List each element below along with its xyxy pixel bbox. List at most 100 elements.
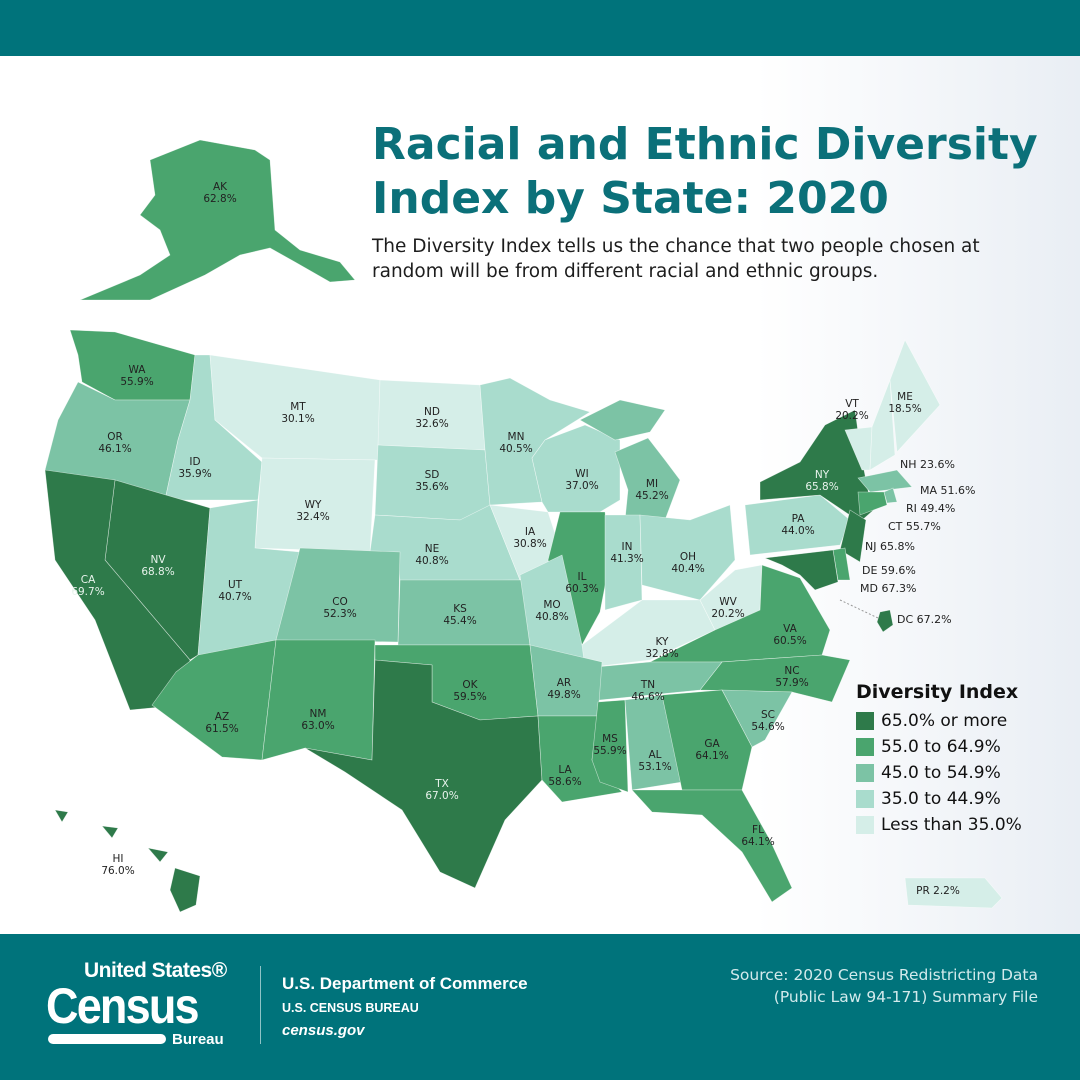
state-label: NM 63.0% [301,708,334,732]
state-label: NH 23.6% [900,458,955,471]
state-labels: AK 62.8% WA 55.9% OR 46.1% ID 35.9% MT 30.1% … [71,181,975,897]
legend-label: Less than 35.0% [881,815,1022,835]
state-label: OH 40.4% [671,551,704,575]
state-label: MD 67.3% [860,582,916,595]
state-label: MO 40.8% [535,599,568,623]
state-label: DE 59.6% [862,564,916,577]
state-pr [904,877,1003,909]
state-oh [639,504,736,601]
legend-swatch [856,738,874,756]
department-info: U.S. Department of Commerce U.S. CENSUS … [282,974,528,1040]
state-label: UT 40.7% [218,579,251,603]
legend-swatch [856,790,874,808]
state-label: ME 18.5% [888,391,921,415]
state-label: MT 30.1% [281,401,314,425]
state-label: WY 32.4% [296,499,329,523]
state-label: GA 64.1% [695,738,728,762]
state-ga [661,689,753,791]
legend-swatch [856,816,874,834]
state-nj [839,509,867,563]
source-note: Source: 2020 Census Redistricting Data (… [730,964,1038,1008]
bureau-name: U.S. CENSUS BUREAU [282,1001,419,1015]
state-label: AZ 61.5% [205,711,238,735]
state-label: NY 65.8% [805,469,838,493]
source-line-1: Source: 2020 Census Redistricting Data [730,966,1038,984]
state-dc [876,609,894,633]
dc-leader-line [839,599,879,619]
department-name: U.S. Department of Commerce [282,974,528,993]
state-label: OK 59.5% [453,679,486,703]
legend-item: 55.0 to 64.9% [856,734,1022,760]
state-label: HI 76.0% [101,853,134,877]
state-nm [261,639,376,761]
state-label: TX 67.0% [425,778,458,802]
logo-text-bureau: Bureau [172,1031,224,1048]
title-line-2: Index by State: 2020 [372,173,889,224]
state-label: CA 69.7% [71,574,104,598]
legend-swatch [856,764,874,782]
state-label: AL 53.1% [638,749,671,773]
state-label: IA 30.8% [513,526,546,550]
state-label: CO 52.3% [323,596,356,620]
state-label: PA 44.0% [781,513,814,537]
state-label: NE 40.8% [415,543,448,567]
state-label: SC 54.6% [751,709,784,733]
state-mi-upper [579,399,666,441]
state-label: VA 60.5% [773,623,806,647]
legend-label: 35.0 to 44.9% [881,789,1001,809]
state-hi-kauai [54,809,69,823]
page-title: Racial and Ethnic Diversity Index by Sta… [372,118,1052,226]
state-label: FL 64.1% [741,824,774,848]
state-tx [304,659,543,889]
state-label: KY 32.8% [645,636,678,660]
state-ms [591,699,629,793]
legend-item: 65.0% or more [856,708,1022,734]
state-fl [631,789,793,903]
legend-swatch [856,712,874,730]
title-line-1: Racial and Ethnic Diversity [372,119,1038,170]
state-label: IL 60.3% [565,571,598,595]
legend-label: 65.0% or more [881,711,1008,731]
state-shapes [44,139,1003,913]
state-label: MA 51.6% [920,484,975,497]
state-label: SD 35.6% [415,469,448,493]
state-label: WI 37.0% [565,468,598,492]
state-label: PR 2.2% [916,885,960,897]
state-label: DC 67.2% [897,613,952,626]
census-logo[interactable]: United States® Census Bureau [44,960,244,1052]
state-md [763,549,839,591]
state-label: MI 45.2% [635,478,668,502]
top-banner [0,0,1080,56]
state-label: MS 55.9% [593,733,626,757]
legend: Diversity Index 65.0% or more 55.0 to 64… [856,680,1022,838]
state-label: TN 46.6% [631,679,664,703]
legend-item: 35.0 to 44.9% [856,786,1022,812]
footer: United States® Census Bureau U.S. Depart… [0,934,1080,1080]
state-ak [79,139,356,301]
state-hi-oahu [101,825,119,839]
state-hi-maui [147,847,169,863]
logo-text-census: Census [46,978,200,1034]
state-label: OR 46.1% [98,431,131,455]
logo-text-united-states: United States® [84,959,227,982]
state-label: ID 35.9% [178,456,211,480]
state-label: LA 58.6% [548,764,581,788]
state-mi [614,437,681,521]
legend-title: Diversity Index [856,681,1019,703]
state-label: IN 41.3% [610,541,643,565]
state-label: RI 49.4% [906,502,955,515]
source-line-2: (Public Law 94-171) Summary File [773,988,1038,1006]
state-nh [869,379,896,471]
legend-item: Less than 35.0% [856,812,1022,838]
state-label: MN 40.5% [499,431,532,455]
legend-item: 45.0 to 54.9% [856,760,1022,786]
footer-divider [260,966,261,1044]
state-label: AK 62.8% [203,181,236,205]
state-hi [169,867,201,913]
state-label: NC 57.9% [775,665,808,689]
state-me [889,339,941,453]
state-label: NV 68.8% [141,554,174,578]
website-link[interactable]: census.gov [282,1022,365,1039]
state-label: NJ 65.8% [865,540,915,553]
